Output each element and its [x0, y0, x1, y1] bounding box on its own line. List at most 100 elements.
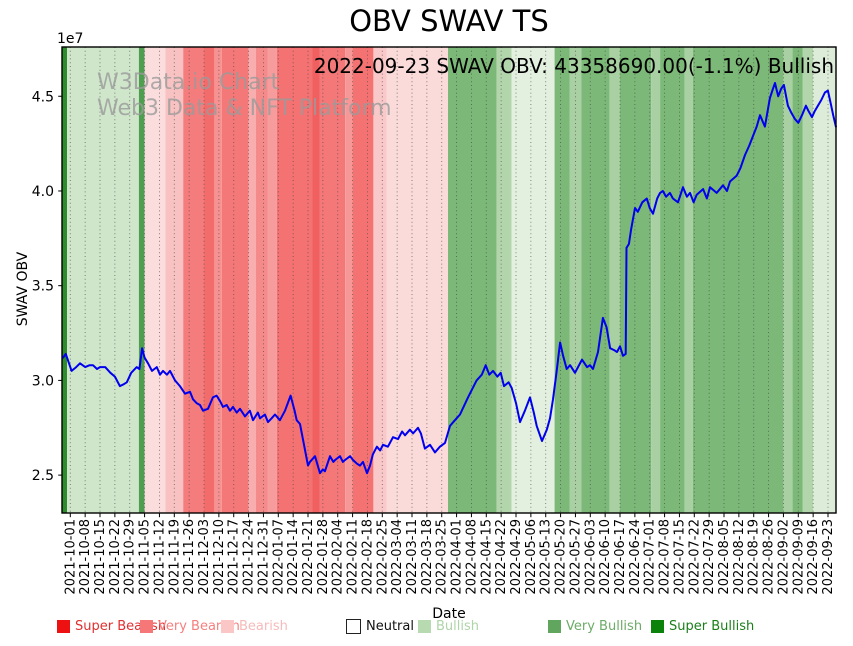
super-bearish-swatch-icon: [57, 620, 70, 633]
x-tick-label: 2022-06-24: [628, 519, 643, 595]
sentiment-band-very_bullish: [554, 47, 570, 513]
legend-item-neutral: Neutral: [346, 619, 414, 634]
sentiment-band-bullish: [569, 47, 582, 513]
sentiment-band-very_bearish_strong: [204, 47, 215, 513]
legend-label: Bullish: [436, 619, 480, 634]
x-tick-label: 2022-09-02: [776, 519, 791, 595]
x-tick-label: 2021-10-22: [108, 519, 123, 595]
y-tick-label: 3.5: [32, 279, 54, 295]
x-tick-label: 2021-12-31: [256, 519, 271, 595]
x-tick-label: 2022-03-18: [420, 519, 435, 595]
x-tick-label: 2022-07-01: [643, 519, 658, 595]
very-bullish-swatch-icon: [548, 620, 561, 633]
x-tick-label: 2022-04-08: [464, 519, 479, 595]
x-tick-label: 2022-06-03: [583, 519, 598, 595]
x-tick-label: 2021-12-03: [197, 519, 212, 595]
x-tick-label: 2021-12-24: [242, 519, 257, 595]
sentiment-band-bullish: [496, 47, 512, 513]
x-tick-label: 2022-08-05: [717, 519, 732, 595]
sentiment-band-very_bullish: [660, 47, 685, 513]
sentiment-band-bullish: [67, 47, 139, 513]
x-tick-label: 2022-04-29: [509, 519, 524, 595]
x-tick-label: 2022-03-04: [390, 519, 405, 595]
x-tick-label: 2022-05-27: [568, 519, 583, 595]
x-tick-label: 2022-04-01: [450, 519, 465, 595]
x-tick-label: 2022-06-17: [613, 519, 628, 595]
sentiment-band-very_bearish: [221, 47, 249, 513]
y-tick-label: 4.5: [32, 89, 54, 105]
sentiment-band-very_bullish: [448, 47, 497, 513]
sentiment-band-bullish_weak: [813, 47, 836, 513]
sentiment-band-bearish: [373, 47, 387, 513]
sentiment-band-very_bearish: [183, 47, 204, 513]
x-tick-label: 2021-11-26: [182, 519, 197, 595]
x-tick-label: 2021-10-08: [78, 519, 93, 595]
sentiment-band-very_bullish: [692, 47, 784, 513]
x-tick-label: 2021-10-01: [63, 519, 78, 595]
x-tick-label: 2021-12-17: [227, 519, 242, 595]
x-tick-label: 2022-01-07: [271, 519, 286, 595]
x-tick-label: 2022-07-15: [672, 519, 687, 595]
x-tick-label: 2022-09-16: [806, 519, 821, 595]
plot-spine: [61, 46, 837, 514]
sentiment-band-very_bullish: [138, 47, 145, 513]
sentiment-band-very_bearish: [352, 47, 374, 513]
legend-item-super-bullish: Super Bullish: [651, 619, 754, 634]
sentiment-band-bullish: [651, 47, 661, 513]
x-tick-label: 2022-01-21: [301, 519, 316, 595]
sentiment-band-very_bearish_light: [345, 47, 353, 513]
sentiment-band-super_bullish: [62, 47, 67, 513]
y-axis-offset-text: 1e7: [57, 31, 84, 47]
y-tick-label: 2.5: [32, 468, 54, 484]
x-tick-label: 2022-09-09: [791, 519, 806, 595]
sentiment-band-bullish: [609, 47, 620, 513]
x-tick-label: 2022-05-06: [524, 519, 539, 595]
super-bullish-swatch-icon: [651, 620, 664, 633]
legend-label: Bearish: [239, 619, 288, 634]
legend-item-bearish: Bearish: [221, 619, 288, 634]
sentiment-band-very_bearish: [276, 47, 313, 513]
sentiment-band-very_bullish: [620, 47, 652, 513]
obv-line: [62, 82, 837, 475]
x-tick-label: 2022-04-22: [494, 519, 509, 595]
x-tick-label: 2022-01-14: [286, 519, 301, 595]
x-tick-label: 2022-07-08: [658, 519, 673, 595]
x-tick-label: 2022-02-18: [360, 519, 375, 595]
x-tick-label: 2022-04-15: [479, 519, 494, 595]
legend-label: Neutral: [366, 619, 414, 634]
sentiment-band-very_bearish: [319, 47, 346, 513]
chart-title: OBV SWAV TS: [349, 4, 549, 38]
sentiment-legend: Super Bearish Very Bearish Bearish Neutr…: [0, 619, 853, 641]
x-tick-label: 2022-02-11: [346, 519, 361, 595]
sentiment-band-very_bullish: [792, 47, 803, 513]
sentiment-band-bearish: [165, 47, 184, 513]
x-tick-label: 2021-10-15: [93, 519, 108, 595]
legend-item-very-bearish: Very Bearish: [140, 619, 240, 634]
x-tick-label: 2022-06-10: [598, 519, 613, 595]
x-tick-label: 2022-05-20: [554, 519, 569, 595]
x-tick-label: 2022-02-25: [375, 519, 390, 595]
x-tick-label: 2022-02-04: [331, 519, 346, 595]
x-tick-label: 2022-07-22: [687, 519, 702, 595]
x-tick-label: 2022-03-11: [405, 519, 420, 595]
sentiment-band-bullish: [783, 47, 793, 513]
sentiment-band-bullish: [684, 47, 693, 513]
y-axis-label: SWAV OBV: [15, 251, 31, 327]
x-tick-label: 2021-10-29: [123, 519, 138, 595]
y-tick-label: 3.0: [32, 373, 54, 389]
x-tick-label: 2021-11-05: [138, 519, 153, 595]
sentiment-band-bullish_weak: [511, 47, 555, 513]
x-tick-label: 2022-01-28: [316, 519, 331, 595]
bullish-swatch-icon: [418, 620, 431, 633]
x-tick-label: 2021-12-10: [212, 519, 227, 595]
x-axis-label: Date: [432, 606, 466, 622]
neutral-swatch-icon: [346, 619, 361, 634]
sentiment-band-very_bearish_light: [214, 47, 222, 513]
bearish-swatch-icon: [221, 620, 234, 633]
sentiment-band-bearish_weak: [144, 47, 166, 513]
x-tick-label: 2022-07-29: [702, 519, 717, 595]
x-tick-label: 2022-08-26: [762, 519, 777, 595]
sentiment-band-bearish: [248, 47, 256, 513]
